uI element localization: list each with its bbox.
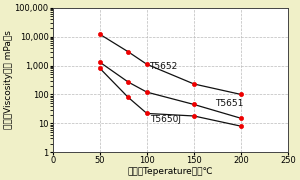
- Y-axis label: 粘度（Viscosity）／ mPaシs: 粘度（Viscosity）／ mPaシs: [4, 31, 13, 129]
- Text: T5650J: T5650J: [150, 115, 181, 124]
- Text: T5652: T5652: [149, 62, 177, 71]
- X-axis label: 温度（Teperature）／℃: 温度（Teperature）／℃: [128, 167, 213, 176]
- Text: T5651: T5651: [215, 99, 244, 108]
